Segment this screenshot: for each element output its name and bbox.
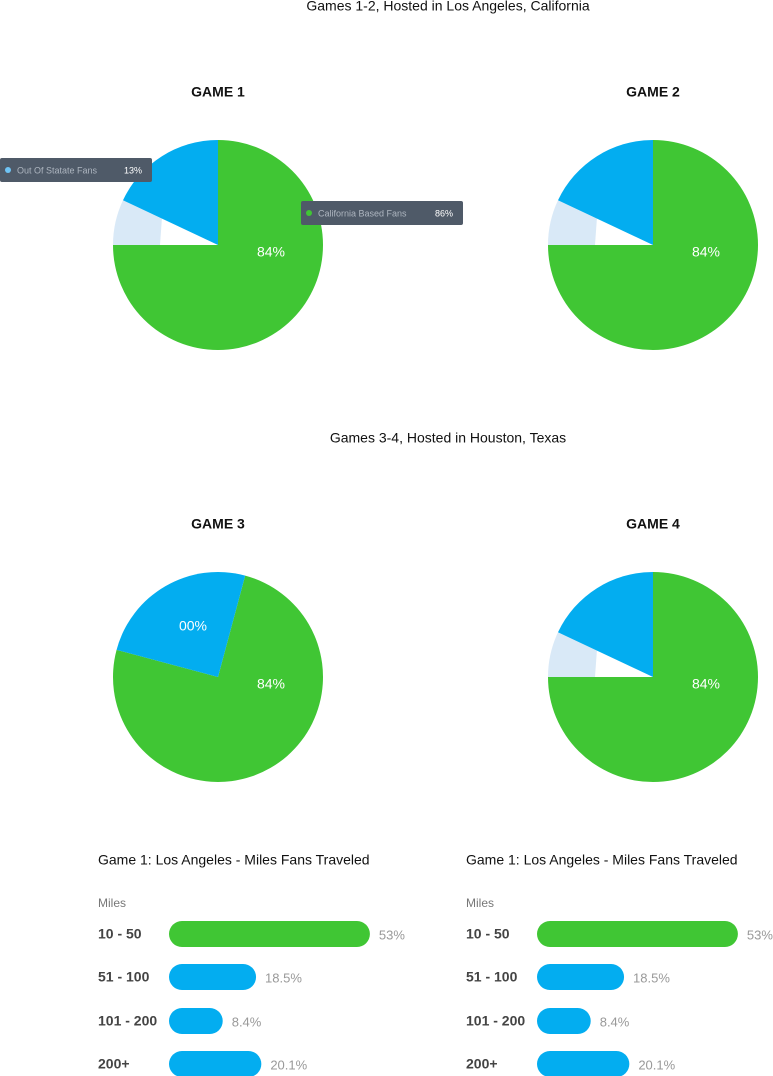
value-label: 18.5%: [265, 970, 302, 985]
pie-title: GAME 4: [626, 516, 680, 532]
tooltip-value: 13%: [124, 165, 142, 175]
bar: [169, 1051, 262, 1076]
pie-label: 84%: [257, 244, 285, 260]
value-label: 20.1%: [270, 1057, 307, 1072]
pie-label: 84%: [692, 676, 720, 692]
category-label: 51 - 100: [466, 969, 518, 985]
tooltip-dot: [5, 167, 11, 173]
value-label: 8.4%: [232, 1014, 262, 1029]
bar: [169, 1008, 223, 1034]
pie-slice: [557, 572, 653, 677]
bar: [169, 921, 370, 947]
bar: [537, 1008, 591, 1034]
category-label: 10 - 50: [98, 926, 142, 942]
value-label: 20.1%: [638, 1057, 675, 1072]
pie-slice: [557, 140, 653, 245]
category-label: 200+: [466, 1056, 498, 1072]
category-label: 51 - 100: [98, 969, 150, 985]
axis-label: Miles: [98, 896, 126, 910]
pie-slice: [548, 200, 597, 245]
bar: [537, 964, 625, 990]
pie-label: 84%: [692, 244, 720, 260]
pie-title: GAME 1: [191, 84, 245, 100]
axis-label: Miles: [466, 896, 494, 910]
tooltip-name: Out Of Statate Fans: [17, 165, 98, 175]
bar-title: Game 1: Los Angeles - Miles Fans Travele…: [98, 852, 370, 868]
pie-label: 84%: [257, 676, 285, 692]
bar: [169, 964, 257, 990]
bar-title: Game 1: Los Angeles - Miles Fans Travele…: [466, 852, 738, 868]
bar: [537, 1051, 630, 1076]
pie-title: GAME 2: [626, 84, 680, 100]
pie-label: 00%: [179, 618, 207, 634]
category-label: 10 - 50: [466, 926, 510, 942]
pie-slice: [116, 571, 246, 677]
tooltip-dot: [306, 210, 312, 216]
tooltip-name: California Based Fans: [318, 208, 407, 218]
section-title: Games 1-2, Hosted in Los Angeles, Califo…: [306, 0, 589, 14]
section-title: Games 3-4, Hosted in Houston, Texas: [330, 430, 566, 446]
category-label: 200+: [98, 1056, 130, 1072]
category-label: 101 - 200: [466, 1013, 525, 1029]
pie-slice: [122, 140, 218, 245]
tooltip: [0, 158, 152, 182]
category-label: 101 - 200: [98, 1013, 157, 1029]
pie-slice: [113, 575, 324, 782]
pie-slice: [113, 200, 162, 245]
pie-title: GAME 3: [191, 516, 245, 532]
value-label: 8.4%: [600, 1014, 630, 1029]
tooltip-value: 86%: [435, 208, 453, 218]
tooltip: [301, 201, 463, 225]
value-label: 18.5%: [633, 970, 670, 985]
value-label: 53%: [747, 927, 773, 942]
bar: [537, 921, 738, 947]
pie-slice: [548, 632, 597, 677]
value-label: 53%: [379, 927, 405, 942]
